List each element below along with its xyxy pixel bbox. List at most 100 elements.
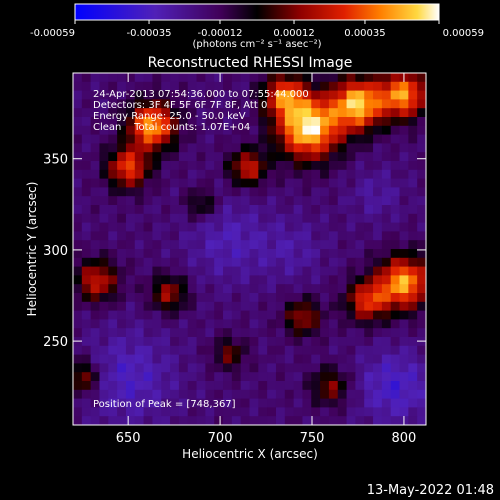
heatmap-cell: [408, 381, 418, 391]
heatmap-cell: [99, 169, 109, 180]
heatmap-cell: [231, 310, 242, 320]
heatmap-cell: [90, 284, 101, 294]
heatmap-cell: [311, 249, 321, 259]
heatmap-cell: [293, 134, 304, 144]
heatmap-cell: [284, 398, 295, 408]
heatmap-cell: [178, 310, 189, 320]
heatmap-cell: [152, 205, 162, 215]
heatmap-cell: [417, 117, 426, 127]
heatmap-cell: [293, 161, 304, 171]
heatmap-cell: [223, 372, 233, 382]
heatmap-cell: [293, 407, 304, 417]
heatmap-cell: [390, 117, 401, 127]
heatmap-cell: [267, 407, 277, 417]
heatmap-cell: [355, 134, 365, 144]
heatmap-cell: [328, 143, 339, 153]
heatmap-cell: [364, 222, 374, 232]
heatmap-cell: [99, 319, 109, 329]
heatmap-cell: [399, 240, 409, 250]
heatmap-cell: [240, 99, 251, 109]
heatmap-cell: [214, 178, 224, 188]
heatmap-cell: [355, 345, 365, 356]
heatmap-cell: [373, 310, 383, 320]
heatmap-cell: [214, 354, 224, 364]
heatmap-cell: [99, 231, 109, 241]
heatmap-cell: [346, 416, 356, 425]
heatmap-cell: [417, 319, 426, 329]
heatmap-cell: [73, 134, 83, 144]
heatmap-cell: [267, 99, 277, 109]
heatmap-cell: [311, 257, 321, 268]
heatmap-cell: [161, 205, 171, 215]
heatmap-cell: [258, 249, 268, 259]
heatmap-cell: [81, 345, 92, 356]
heatmap-cell: [390, 257, 401, 268]
heatmap-cell: [373, 143, 383, 153]
heatmap-cell: [293, 337, 304, 347]
heatmap-cell: [223, 284, 233, 294]
heatmap-cell: [152, 152, 162, 162]
heatmap-cell: [231, 134, 242, 144]
heatmap-cell: [99, 328, 109, 338]
colorbar-tick-label: 0.00035: [344, 28, 385, 39]
heatmap-cell: [364, 205, 374, 215]
heatmap-cell: [267, 222, 277, 232]
heatmap-cell: [355, 249, 365, 259]
heatmap-cell: [143, 187, 154, 197]
heatmap-cell: [178, 125, 189, 136]
heatmap-cell: [178, 389, 189, 400]
heatmap-cell: [258, 372, 268, 382]
heatmap-cell: [214, 213, 224, 224]
heatmap-cell: [143, 196, 154, 206]
heatmap-cell: [240, 81, 251, 92]
heatmap-cell: [231, 240, 242, 250]
heatmap-cell: [328, 99, 339, 109]
heatmap-cell: [284, 231, 295, 241]
heatmap-cell: [108, 187, 118, 197]
heatmap-cell: [161, 275, 171, 285]
heatmap-cell: [187, 108, 198, 118]
heatmap-cell: [196, 266, 206, 276]
heatmap-cell: [170, 73, 180, 83]
heatmap-cell: [337, 169, 348, 180]
heatmap-cell: [346, 117, 356, 127]
heatmap-cell: [223, 213, 233, 224]
heatmap-cell: [240, 134, 251, 144]
heatmap-cell: [161, 240, 171, 250]
heatmap-cell: [134, 222, 145, 232]
heatmap-cell: [125, 354, 136, 364]
heatmap-cell: [178, 143, 189, 153]
heatmap-cell: [99, 284, 109, 294]
heatmap-cell: [275, 161, 286, 171]
heatmap-cell: [408, 293, 418, 303]
heatmap-cell: [390, 293, 401, 303]
heatmap-cell: [143, 249, 154, 259]
heatmap-cell: [311, 319, 321, 329]
heatmap-cell: [284, 178, 295, 188]
heatmap-cell: [302, 328, 312, 338]
heatmap-cell: [417, 293, 426, 303]
heatmap-cell: [381, 205, 392, 215]
heatmap-cell: [231, 328, 242, 338]
heatmap-cell: [275, 169, 286, 180]
heatmap-cell: [408, 284, 418, 294]
heatmap-cell: [81, 90, 92, 100]
heatmap-cell: [364, 73, 374, 83]
heatmap-cell: [275, 178, 286, 188]
heatmap-cell: [143, 319, 154, 329]
heatmap-cell: [143, 90, 154, 100]
heatmap-cell: [311, 125, 321, 136]
heatmap-cell: [355, 416, 365, 425]
heatmap-cell: [302, 222, 312, 232]
heatmap-cell: [170, 125, 180, 136]
heatmap-cell: [223, 345, 233, 356]
heatmap-cell: [161, 389, 171, 400]
heatmap-cell: [275, 257, 286, 268]
heatmap-cell: [152, 284, 162, 294]
heatmap-cell: [223, 301, 233, 312]
heatmap-cell: [373, 169, 383, 180]
heatmap-cell: [267, 108, 277, 118]
heatmap-cell: [240, 196, 251, 206]
heatmap-cell: [170, 416, 180, 425]
heatmap-cell: [275, 389, 286, 400]
